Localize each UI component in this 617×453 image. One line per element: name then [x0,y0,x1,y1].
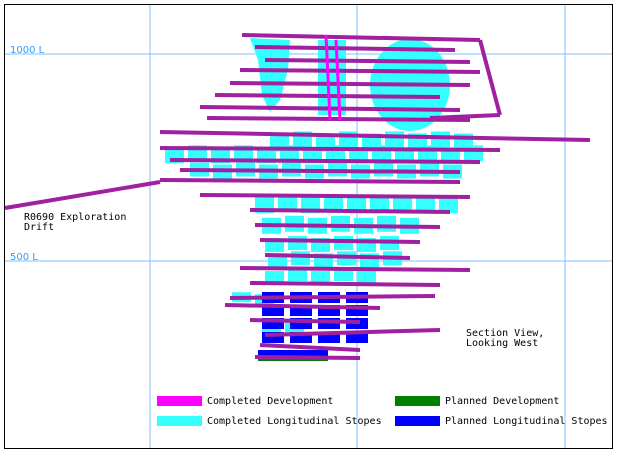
development [334,39,342,121]
drift [229,81,471,87]
drift [241,33,481,42]
drift [264,253,411,260]
drifts [4,33,591,360]
drift [179,168,461,174]
stope [377,215,396,232]
legend-label: Completed Longitudinal Stopes [207,416,382,427]
legend-label: Completed Development [207,396,333,407]
annotation: Looking West [466,338,538,349]
drift [259,238,421,244]
drift [239,266,471,272]
drift [239,68,481,74]
stope [318,40,346,115]
stope [250,38,290,112]
drift [159,130,591,142]
stope [331,215,350,232]
drift [199,193,471,199]
legend-swatch [157,396,202,406]
drift [249,281,441,287]
stope [278,195,297,212]
planned-stope [262,318,284,329]
drift [254,45,456,52]
drift [4,180,161,210]
stope [288,269,307,282]
legend: Completed Development Completed Longitudi… [157,396,608,427]
legend-swatch [157,416,202,426]
stope [291,251,310,266]
planned-stope [346,332,368,343]
drift [259,343,361,352]
legend-label: Planned Longitudinal Stopes [445,416,608,427]
drift [224,303,381,310]
legend-label: Planned Development [445,396,559,407]
planned-stope [290,332,312,343]
annotation: Section View, [466,328,544,339]
stope [464,145,483,162]
drift [478,39,502,116]
stope [288,236,307,251]
stope [393,197,412,214]
drift [264,58,471,64]
stope [324,195,343,212]
planned-stope [318,318,340,329]
planned-stope [262,305,284,316]
drift [229,294,436,300]
planned-stope [262,332,284,343]
planned-stope [346,305,368,316]
stope [265,271,284,284]
annotation: Drift [24,222,54,233]
stope [311,271,330,284]
drift [254,223,441,229]
drift [264,328,441,337]
drift [249,318,361,324]
planned-stope [318,305,340,316]
legend-swatch [395,416,440,426]
frame [4,4,613,449]
planned-stope [290,318,312,329]
drift [254,355,361,360]
drift [249,208,451,214]
drift [169,158,481,164]
stope [420,162,439,177]
drift [159,146,501,152]
stope [357,271,376,284]
stope [334,269,353,282]
annotation: R0690 Exploration [24,212,126,223]
drift [159,178,461,184]
stope [439,197,458,214]
development [324,34,332,121]
drift [429,113,501,120]
level-label: 1000 L [10,45,45,56]
planned-stope [258,350,328,358]
stope [370,195,389,212]
level-label: 500 L [10,252,38,263]
planned-stope [318,332,340,343]
planned-stope [290,305,312,316]
legend-swatch [395,396,440,406]
stope [416,195,435,212]
